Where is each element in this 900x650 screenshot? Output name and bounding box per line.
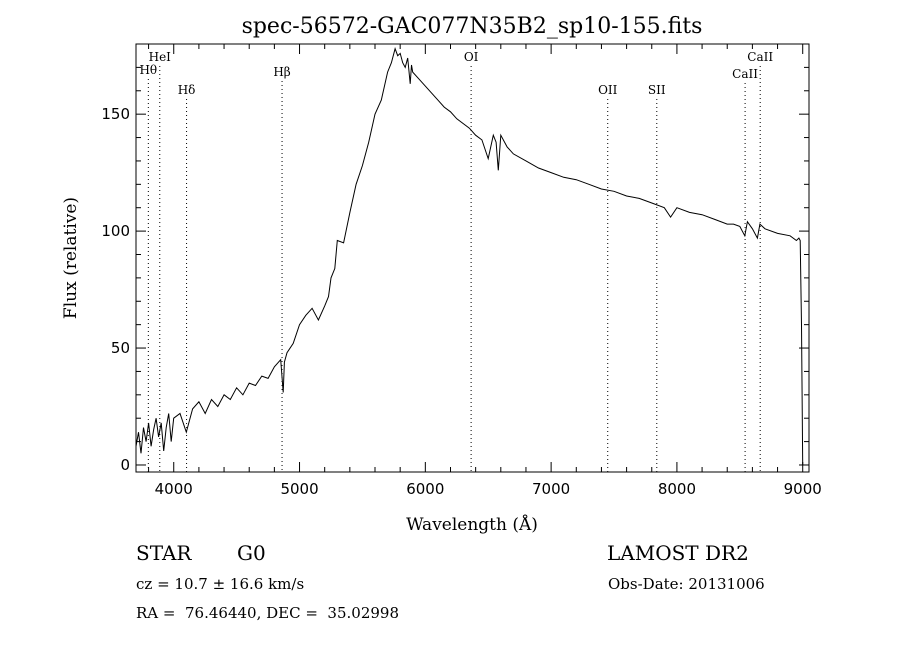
y-tick-label: 150 [101,105,130,123]
x-tick-label: 4000 [155,480,193,498]
observation-date: Obs-Date: 20131006 [608,575,765,593]
axes-layer: 4000 5000 6000 7000 8000 9000 0 50 100 150 [101,43,822,498]
x-tick-label: 9000 [784,480,822,498]
object-type: STAR [136,541,192,565]
line-marker-label: Hδ [178,83,196,97]
line-marker-label: Hβ [273,65,290,79]
x-tick-label: 6000 [406,480,444,498]
x-tick-label: 7000 [532,480,570,498]
line-marker-label: SII [648,83,666,97]
spectrum-series-line [135,47,804,466]
spectrum-layer [135,47,804,466]
redshift-cz: cz = 10.7 ± 16.6 km/s [136,575,305,593]
y-axis-label: Flux (relative) [61,197,81,319]
line-marker-label: OII [598,83,618,97]
line-marker-label: HeI [149,50,172,64]
coordinates: RA = 76.46440, DEC = 35.02998 [136,604,400,622]
x-tick-label: 5000 [280,480,318,498]
y-tick-label: 0 [120,456,130,474]
y-tick-label: 50 [111,339,130,357]
survey-name: LAMOST DR2 [607,541,749,565]
spectral-subclass: G0 [237,541,266,565]
y-tick-label: 100 [101,222,130,240]
chart-title: spec-56572-GAC077N35B2_sp10-155.fits [242,14,703,39]
plot-frame [135,43,810,473]
line-marker-label: OI [464,50,479,64]
x-tick-label: 8000 [658,480,696,498]
x-axis-label: Wavelength (Å) [406,514,538,535]
line-marker-label: Hθ [139,63,157,77]
line-marker-label: CaII [732,67,758,81]
line-marker-label: CaII [747,50,773,64]
